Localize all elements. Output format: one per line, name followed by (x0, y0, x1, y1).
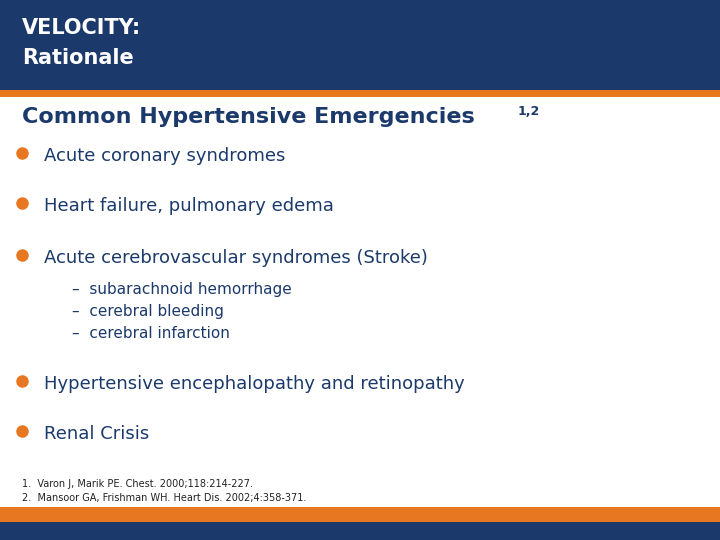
Text: 1.  Varon J, Marik PE. Chest. 2000;118:214-227.: 1. Varon J, Marik PE. Chest. 2000;118:21… (22, 479, 253, 489)
Text: Common Hypertensive Emergencies: Common Hypertensive Emergencies (22, 107, 474, 127)
Bar (0, 522, 720, 540)
Text: Heart failure, pulmonary edema: Heart failure, pulmonary edema (44, 197, 334, 215)
Text: 1,2: 1,2 (518, 105, 540, 118)
Bar (0, 507, 720, 522)
Text: Hypertensive encephalopathy and retinopathy: Hypertensive encephalopathy and retinopa… (44, 375, 464, 393)
Bar (0, 0, 720, 90)
Bar (0, 90, 720, 97)
Text: –  subarachnoid hemorrhage: – subarachnoid hemorrhage (72, 282, 292, 297)
Text: Acute coronary syndromes: Acute coronary syndromes (44, 147, 285, 165)
Text: Renal Crisis: Renal Crisis (44, 425, 149, 443)
Text: 2.  Mansoor GA, Frishman WH. Heart Dis. 2002;4:358-371.: 2. Mansoor GA, Frishman WH. Heart Dis. 2… (22, 493, 307, 503)
Text: VELOCITY:: VELOCITY: (22, 18, 141, 38)
Text: Acute cerebrovascular syndromes (Stroke): Acute cerebrovascular syndromes (Stroke) (44, 249, 428, 267)
Text: Rationale: Rationale (22, 48, 134, 68)
Text: –  cerebral infarction: – cerebral infarction (72, 326, 230, 341)
Text: –  cerebral bleeding: – cerebral bleeding (72, 304, 224, 319)
